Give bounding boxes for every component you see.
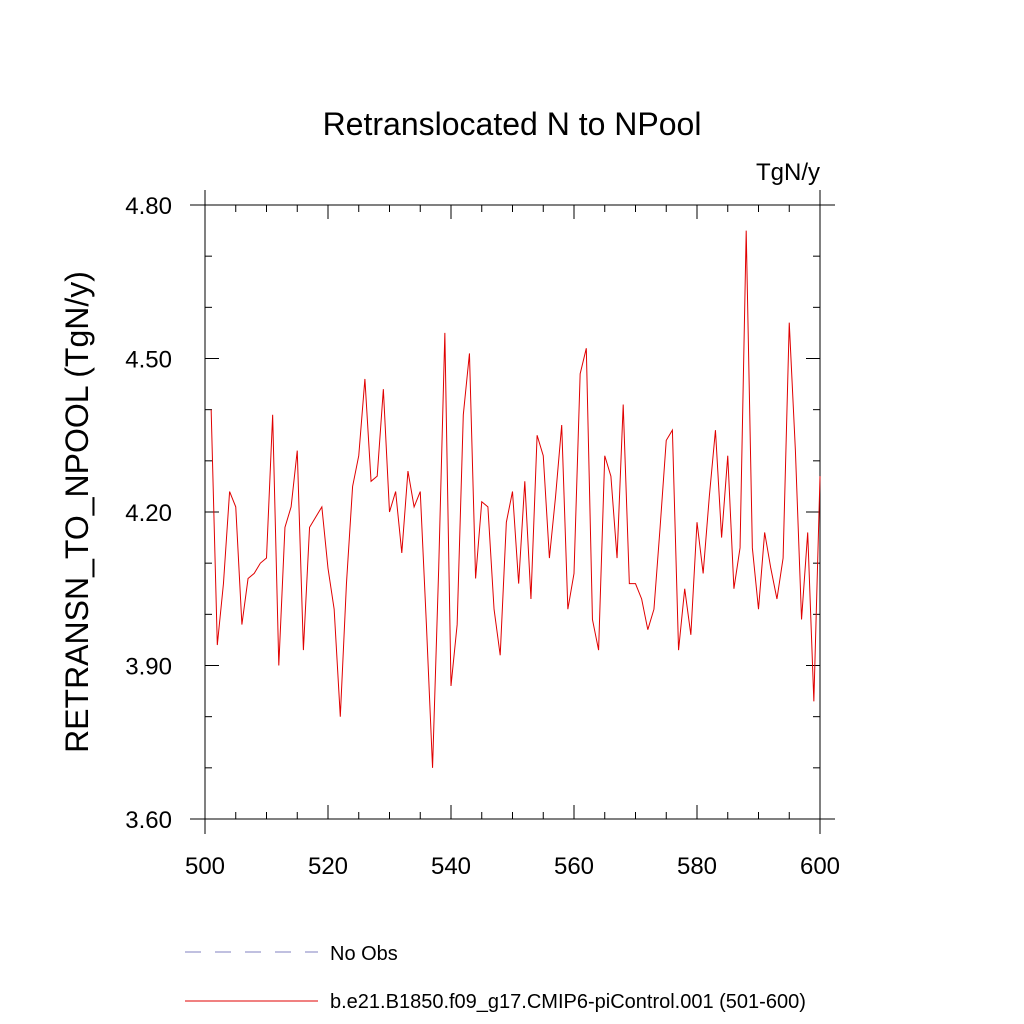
x-tick-label: 520	[308, 853, 348, 880]
axis-ticks	[190, 190, 835, 834]
x-tick-label: 560	[554, 853, 594, 880]
legend-label-no-obs: No Obs	[330, 943, 398, 965]
y-axis-label: RETRANSN_TO_NPOOL (TgN/y)	[59, 271, 95, 753]
y-tick-labels: 3.60 3.90 4.20 4.50 4.80	[125, 193, 172, 834]
x-tick-label: 580	[677, 853, 717, 880]
y-tick-label: 4.20	[125, 500, 172, 527]
x-tick-label: 600	[800, 853, 840, 880]
chart-title: Retranslocated N to NPool	[323, 106, 702, 142]
y-tick-label: 4.50	[125, 347, 172, 374]
series-group	[210, 230, 821, 768]
y-tick-label: 3.90	[125, 654, 172, 681]
legend: No Obs b.e21.B1850.f09_g17.CMIP6-piContr…	[185, 943, 806, 1013]
plot-frame	[204, 204, 821, 820]
legend-label-model: b.e21.B1850.f09_g17.CMIP6-piControl.001 …	[330, 991, 806, 1013]
x-tick-label: 540	[431, 853, 471, 880]
units-label: TgN/y	[756, 159, 820, 186]
x-tick-labels: 500 520 540 560 580 600	[185, 853, 840, 880]
y-tick-label: 4.80	[125, 193, 172, 220]
series-line	[210, 230, 821, 768]
x-tick-label: 500	[185, 853, 225, 880]
y-tick-label: 3.60	[125, 807, 172, 834]
